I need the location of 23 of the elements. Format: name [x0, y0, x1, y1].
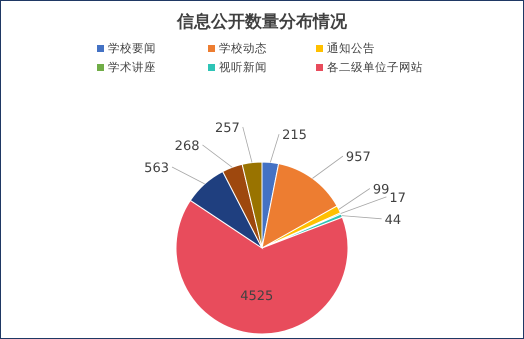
legend-label: 视听新闻: [219, 60, 267, 74]
legend-item: 各二级单位子网站: [316, 60, 423, 74]
legend-item: 视听新闻: [208, 60, 267, 74]
data-label: 17: [389, 190, 406, 206]
chart-title: 信息公开数量分布情况: [176, 12, 348, 32]
data-label: 257: [214, 120, 240, 136]
data-label: 563: [144, 160, 170, 176]
legend-item: 学术讲座: [97, 60, 156, 74]
legend-item: 学校动态: [208, 41, 267, 55]
data-label: 4525: [240, 289, 274, 304]
legend-label: 学校动态: [219, 41, 267, 55]
data-label: 957: [312, 150, 371, 179]
data-label: 268: [174, 138, 200, 154]
data-label: 44: [384, 212, 402, 228]
data-label: 215: [270, 128, 307, 163]
legend-label: 学术讲座: [108, 60, 156, 74]
data-label: 44: [341, 212, 402, 228]
legend-item: 通知公告: [316, 41, 375, 55]
legend-item: 学校要闻: [97, 41, 156, 55]
legend-label: 学校要闻: [108, 41, 156, 55]
data-label: 957: [346, 150, 371, 166]
data-label: 215: [282, 128, 307, 144]
legend-label: 通知公告: [327, 41, 375, 55]
